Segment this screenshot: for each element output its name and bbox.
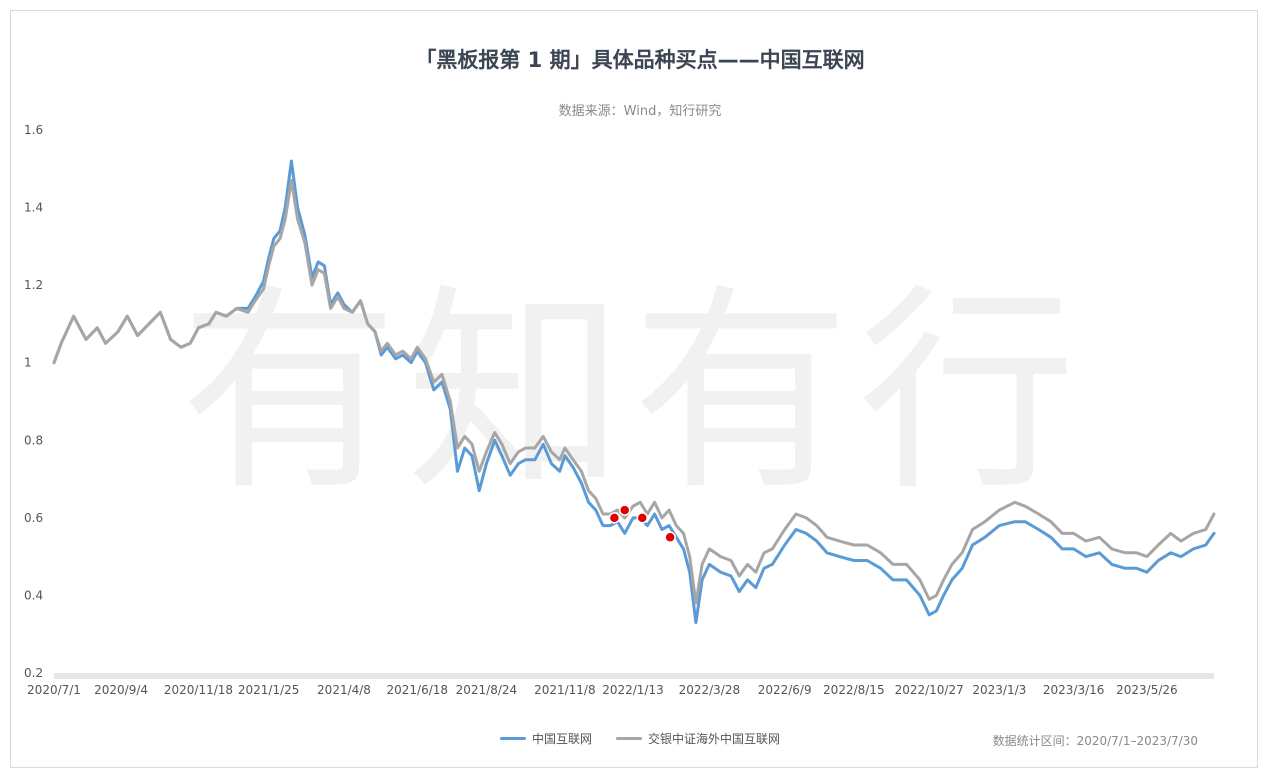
date-range-note: 数据统计区间：2020/7/1–2023/7/30 <box>992 734 1198 748</box>
x-tick-label: 2021/4/8 <box>317 683 371 697</box>
x-tick-label: 2023/3/16 <box>1043 683 1105 697</box>
x-tick-label: 2020/7/1 <box>27 683 81 697</box>
x-tick-label: 2022/10/27 <box>895 683 964 697</box>
y-tick-label: 0.2 <box>24 666 43 680</box>
x-tick-label: 2021/11/8 <box>534 683 596 697</box>
chart-title: 「黑板报第 1 期」具体品种买点——中国互联网 <box>415 48 865 72</box>
x-tick-label: 2023/1/3 <box>972 683 1026 697</box>
x-tick-label: 2021/1/25 <box>238 683 300 697</box>
y-tick-label: 0.8 <box>24 433 43 447</box>
legend-swatch-series-1 <box>499 737 526 740</box>
series-lines <box>52 159 1216 625</box>
x-tick-label: 2022/6/9 <box>758 683 812 697</box>
x-tick-label: 2023/5/26 <box>1116 683 1178 697</box>
legend: 中国互联网 交银中证海外中国互联网 <box>0 730 1280 747</box>
x-tick-label: 2021/8/24 <box>456 683 518 697</box>
buy-point-markers <box>608 504 676 543</box>
x-tick-label: 2020/9/4 <box>94 683 148 697</box>
y-tick-label: 0.6 <box>24 511 43 525</box>
x-tick-label: 2020/11/18 <box>164 683 233 697</box>
x-tick-label: 2022/8/15 <box>823 683 885 697</box>
x-tick-label: 2021/6/18 <box>387 683 449 697</box>
y-tick-label: 1.2 <box>24 278 43 292</box>
legend-item-series-1: 中国互联网 <box>499 730 592 747</box>
legend-label-series-1: 中国互联网 <box>531 732 592 746</box>
y-tick-label: 1.6 <box>24 123 43 137</box>
legend-item-series-2: 交银中证海外中国互联网 <box>616 730 780 747</box>
y-tick-label: 0.4 <box>24 588 43 602</box>
legend-label-series-2: 交银中证海外中国互联网 <box>648 732 781 746</box>
x-tick-label: 2022/3/28 <box>679 683 741 697</box>
x-axis-band <box>54 673 1214 679</box>
series-line-2 <box>52 178 1216 605</box>
buy-point-marker <box>664 531 676 543</box>
y-tick-label: 1 <box>24 356 32 370</box>
legend-swatch-series-2 <box>616 737 642 740</box>
buy-point-marker <box>618 504 631 516</box>
chart-frame <box>10 10 1258 768</box>
chart-subtitle: 数据来源：Wind，知行研究 <box>558 104 722 119</box>
x-axis: 2020/7/1 2020/9/4 2020/11/18 2021/1/25 2021/… <box>27 673 1214 697</box>
buy-point-marker <box>636 512 649 524</box>
series-line-1 <box>52 159 1216 625</box>
buy-point-marker <box>608 512 621 524</box>
y-axis: 1.6 1.4 1.2 1 0.8 0.6 0.4 0.2 <box>24 123 43 680</box>
y-tick-label: 1.4 <box>24 201 43 215</box>
x-tick-label: 2022/1/13 <box>602 683 664 697</box>
